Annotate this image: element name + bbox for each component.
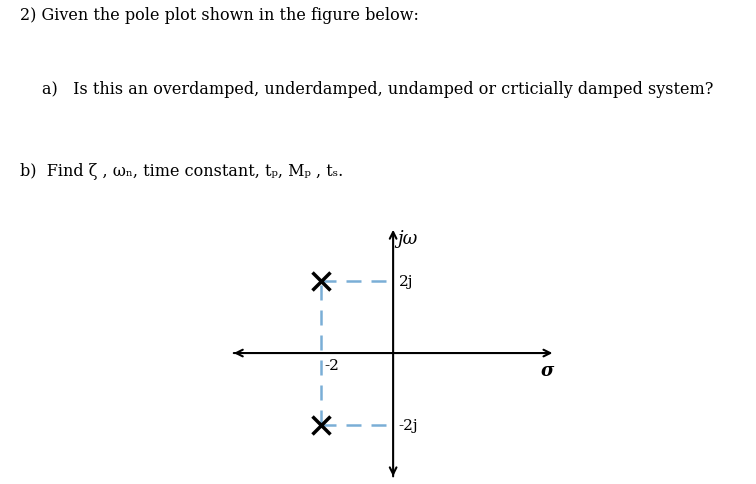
Text: -2: -2 (324, 359, 339, 373)
Text: σ: σ (541, 361, 553, 379)
Text: 2j: 2j (398, 274, 413, 288)
Text: a)   Is this an overdamped, underdamped, undamped or crticially damped system?: a) Is this an overdamped, underdamped, u… (42, 81, 713, 98)
Text: jω: jω (398, 229, 418, 247)
Text: -2j: -2j (398, 418, 418, 432)
Text: b)  Find ζ , ωₙ, time constant, tₚ, Mₚ , tₛ.: b) Find ζ , ωₙ, time constant, tₚ, Mₚ , … (20, 163, 344, 180)
Text: 2) Given the pole plot shown in the figure below:: 2) Given the pole plot shown in the figu… (20, 7, 420, 24)
